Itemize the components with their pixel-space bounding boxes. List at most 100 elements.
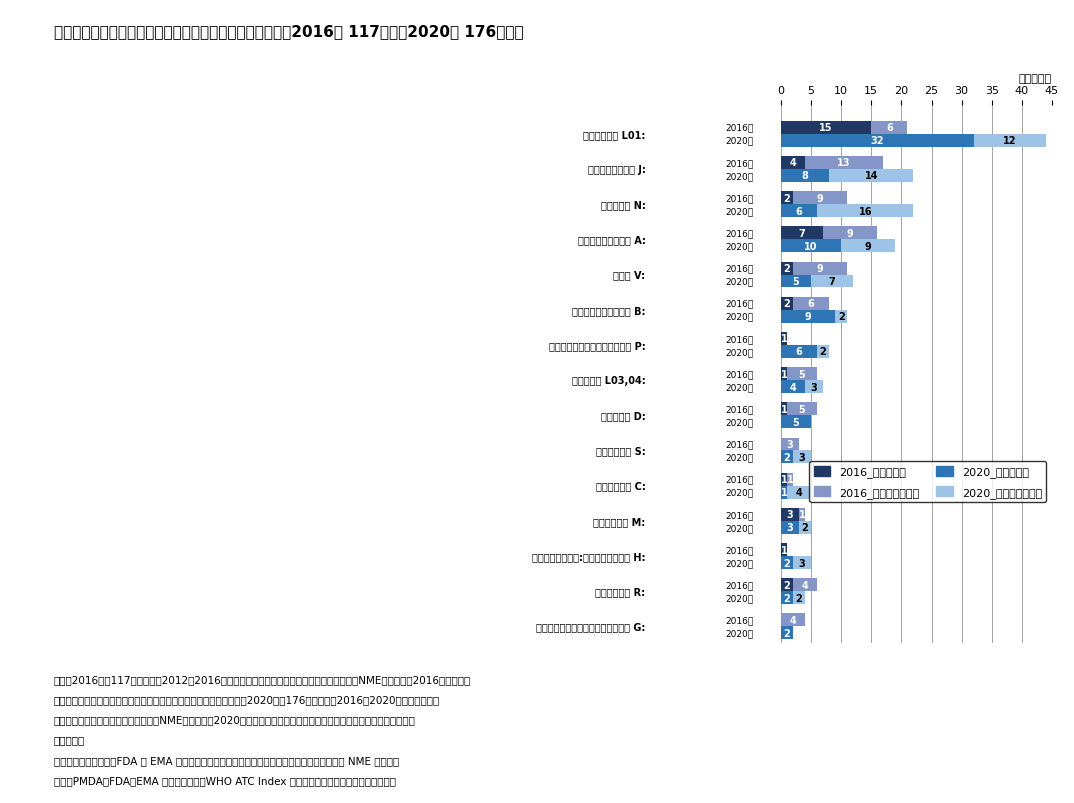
- Text: 4: 4: [789, 615, 797, 626]
- Text: 2: 2: [784, 580, 790, 590]
- Bar: [793, 263, 847, 275]
- Text: 呼吸器官用剤 R:: 呼吸器官用剤 R:: [595, 586, 645, 597]
- Text: 2016年: 2016年: [726, 159, 754, 168]
- Text: 4: 4: [789, 382, 797, 392]
- Text: 1: 1: [781, 369, 787, 379]
- Text: 2020年: 2020年: [726, 137, 754, 145]
- Text: 4: 4: [796, 487, 802, 498]
- Text: 2016年: 2016年: [726, 335, 754, 344]
- Bar: [781, 626, 793, 640]
- Bar: [787, 473, 793, 486]
- Text: 14: 14: [865, 171, 879, 181]
- Text: 循環器官用剤 C:: 循環器官用剤 C:: [596, 481, 645, 491]
- Bar: [781, 263, 793, 275]
- Text: 2: 2: [784, 194, 790, 203]
- Text: 出所：PMDA、FDA、EMA の各公開情報、WHO ATC Index をもとに医薬産業政策研究所にて作成: 出所：PMDA、FDA、EMA の各公開情報、WHO ATC Index をもと…: [54, 775, 395, 785]
- Bar: [781, 157, 806, 169]
- Text: 2: 2: [784, 452, 790, 463]
- Text: 6: 6: [886, 123, 892, 133]
- Text: 泌尿、生殖器官用剤及び性ホルモン G:: 泌尿、生殖器官用剤及び性ホルモン G:: [536, 622, 645, 632]
- Text: 2: 2: [784, 628, 790, 638]
- Bar: [781, 451, 793, 464]
- Bar: [781, 192, 793, 205]
- Bar: [836, 310, 847, 324]
- Text: 6: 6: [796, 347, 802, 357]
- Text: された新規有効成分含有医薬品（NME）のうち、2020年末時点で日本では承認を受けていない品（＝国内未承認薬）: された新規有効成分含有医薬品（NME）のうち、2020年末時点で日本では承認を受…: [54, 715, 416, 724]
- Text: 日本では承認を受けていない品（＝国内未承認薬）の数。また、2020年の176品目とは、2016〜2020年に欧米で承認: 日本では承認を受けていない品（＝国内未承認薬）の数。また、2020年の176品目…: [54, 695, 440, 704]
- Text: 全身性抗感染症薬 J:: 全身性抗感染症薬 J:: [587, 165, 645, 175]
- Bar: [793, 578, 817, 592]
- Text: 2016年: 2016年: [726, 545, 754, 554]
- Text: 2020年: 2020年: [726, 172, 754, 181]
- Text: 2020年: 2020年: [726, 593, 754, 602]
- Bar: [781, 332, 787, 345]
- Bar: [781, 473, 787, 486]
- Text: 全身性ホルモン剤:性ホルモン剤除く H:: 全身性ホルモン剤:性ホルモン剤除く H:: [532, 552, 645, 561]
- Text: 2020年: 2020年: [726, 558, 754, 567]
- Bar: [781, 227, 823, 240]
- Text: 16: 16: [858, 206, 872, 216]
- Text: その他 V:: その他 V:: [613, 270, 645, 280]
- Text: 13: 13: [838, 158, 851, 169]
- Text: 7: 7: [829, 277, 836, 287]
- Bar: [781, 345, 817, 358]
- Bar: [781, 613, 806, 626]
- Text: 抗寄生虫薬、殺虫剤及び防虫剤 P:: 抗寄生虫薬、殺虫剤及び防虫剤 P:: [549, 340, 645, 350]
- Text: 9: 9: [865, 242, 872, 251]
- Text: 2020年: 2020年: [726, 312, 754, 321]
- Text: 12: 12: [1003, 136, 1016, 146]
- Text: 1: 1: [799, 510, 806, 520]
- Text: 2: 2: [796, 593, 802, 603]
- Text: 抗悪性腫瘍剤 L01:: 抗悪性腫瘍剤 L01:: [583, 129, 645, 140]
- Text: 4: 4: [801, 580, 809, 590]
- Bar: [781, 205, 817, 218]
- Text: 2: 2: [784, 558, 790, 568]
- Legend: 2016_オーファン, 2016_オーファン以外, 2020_オーファン, 2020_オーファン以外: 2016_オーファン, 2016_オーファン以外, 2020_オーファン, 20…: [810, 462, 1046, 503]
- Bar: [781, 169, 829, 182]
- Text: 5: 5: [799, 404, 806, 414]
- Text: 2016年: 2016年: [726, 229, 754, 238]
- Text: 1: 1: [786, 475, 794, 484]
- Text: 6: 6: [796, 206, 802, 216]
- Text: 2016年: 2016年: [726, 264, 754, 273]
- Text: 2016年: 2016年: [726, 440, 754, 449]
- Text: 感覚器官用剤 S:: 感覚器官用剤 S:: [596, 446, 645, 456]
- Bar: [793, 451, 811, 464]
- Bar: [781, 438, 799, 451]
- Text: 4: 4: [789, 158, 797, 169]
- Bar: [787, 486, 811, 499]
- Bar: [806, 157, 883, 169]
- Text: 3: 3: [799, 558, 806, 568]
- Bar: [806, 381, 823, 393]
- Text: 3: 3: [786, 510, 794, 520]
- Text: 2: 2: [819, 347, 827, 357]
- Bar: [793, 592, 806, 605]
- Text: 2016年: 2016年: [726, 405, 754, 414]
- Text: 2020年: 2020年: [726, 629, 754, 638]
- Text: 注２：オーファンは、FDA と EMA の少なくともどちらか一方からオーファン指定を受けている NME を集計。: 注２：オーファンは、FDA と EMA の少なくともどちらか一方からオーファン指…: [54, 755, 398, 764]
- Text: 2020年: 2020年: [726, 207, 754, 216]
- Text: 5: 5: [793, 277, 799, 287]
- Text: 2: 2: [784, 593, 790, 603]
- Bar: [781, 544, 787, 556]
- Text: 筋骨格筋用剤 M:: 筋骨格筋用剤 M:: [593, 516, 645, 526]
- Bar: [787, 368, 817, 381]
- Text: 2016年: 2016年: [726, 124, 754, 132]
- Text: 2016年: 2016年: [726, 475, 754, 484]
- Text: 6: 6: [808, 299, 814, 309]
- Text: の数。: の数。: [54, 735, 85, 744]
- Bar: [781, 381, 806, 393]
- Bar: [781, 368, 787, 381]
- Text: 2020年: 2020年: [726, 382, 754, 392]
- Text: 2: 2: [784, 263, 790, 274]
- Text: 2016年: 2016年: [726, 300, 754, 308]
- Text: 2016年: 2016年: [726, 581, 754, 589]
- Text: 9: 9: [816, 263, 824, 274]
- Text: 皮膚科用剤 D:: 皮膚科用剤 D:: [600, 411, 645, 421]
- Text: 2020年: 2020年: [726, 453, 754, 462]
- Text: 消化管及び代謝用剤 A:: 消化管及び代謝用剤 A:: [578, 235, 645, 245]
- Text: 9: 9: [846, 229, 854, 238]
- Text: 1: 1: [781, 545, 787, 555]
- Bar: [781, 403, 787, 416]
- Text: 血液及び造血器官用剤 B:: 血液及び造血器官用剤 B:: [572, 305, 645, 316]
